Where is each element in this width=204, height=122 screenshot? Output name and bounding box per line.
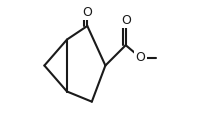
Text: O: O (82, 6, 92, 19)
Text: O: O (135, 51, 145, 64)
Text: O: O (121, 14, 131, 27)
